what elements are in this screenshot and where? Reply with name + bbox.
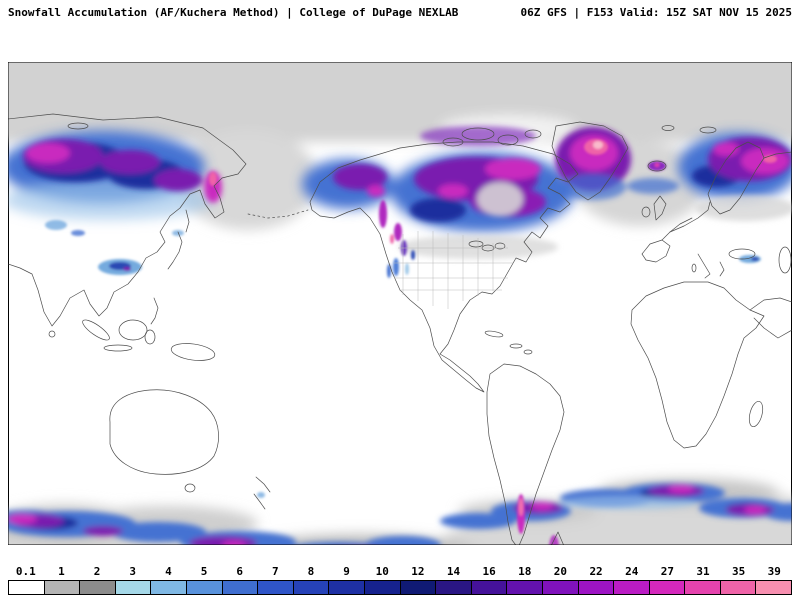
colorbar-segment xyxy=(151,581,187,594)
southern-band-colors xyxy=(8,483,792,545)
colorbar-label: 3 xyxy=(129,565,137,578)
colorbar-segment xyxy=(80,581,116,594)
colorbar-scale xyxy=(8,580,792,595)
colorbar-segment xyxy=(471,581,508,594)
state-borders xyxy=(394,231,513,309)
snow-cores xyxy=(23,126,792,259)
colorbar-segment xyxy=(115,581,152,594)
colorbar-segment xyxy=(685,581,721,594)
titlebar: Snowfall Accumulation (AF/Kuchera Method… xyxy=(8,6,792,19)
colorbar-segment xyxy=(44,581,81,594)
colorbar-segment xyxy=(186,581,223,594)
colorbar-label: 39 xyxy=(767,565,781,578)
product-title: Snowfall Accumulation (AF/Kuchera Method… xyxy=(8,6,459,19)
map-container xyxy=(8,62,792,545)
world-snowfall-map xyxy=(8,62,792,545)
colorbar-label: 2 xyxy=(93,565,101,578)
colorbar-labels: 0.1 1 2 3 4 5 6 7 8 9 10 12 14 16 18 20 22 24 27 31 35 39 xyxy=(8,565,792,580)
colorbar-label: 14 xyxy=(446,565,461,578)
colorbar-label: 6 xyxy=(236,565,243,578)
colorbar-label: 9 xyxy=(343,565,350,578)
colorbar-label: 4 xyxy=(165,565,172,578)
colorbar-label: 35 xyxy=(732,565,746,578)
colorbar-label: 18 xyxy=(518,565,532,578)
colorbar-label: 0.1 xyxy=(15,565,36,578)
colorbar-segment xyxy=(329,581,365,594)
colorbar-label: 24 xyxy=(625,565,639,578)
colorbar-segment xyxy=(578,581,615,594)
colorbar-label: 7 xyxy=(271,565,279,578)
colorbar-segment xyxy=(649,581,686,594)
colorbar-label: 12 xyxy=(411,565,425,578)
colorbar-label: 27 xyxy=(660,565,674,578)
colorbar-segment xyxy=(222,581,259,594)
colorbar-segment xyxy=(400,581,437,594)
colorbar-segment xyxy=(614,581,650,594)
colorbar-segment xyxy=(507,581,543,594)
colorbar-segment xyxy=(720,581,757,594)
colorbar-segment xyxy=(542,581,579,594)
colorbar-label: 5 xyxy=(200,565,208,578)
colorbar: 0.1 1 2 3 4 5 6 7 8 9 10 12 14 16 18 20 22 24 27 31 35 39 xyxy=(8,565,792,595)
colorbar-segment xyxy=(364,581,401,594)
colorbar-label: 20 xyxy=(553,565,568,578)
colorbar-segment xyxy=(258,581,294,594)
colorbar-segment xyxy=(293,581,330,594)
model-valid-title: 06Z GFS | F153 Valid: 15Z SAT NOV 15 202… xyxy=(520,6,792,19)
colorbar-segment xyxy=(9,581,45,594)
colorbar-label: 10 xyxy=(375,565,389,578)
colorbar-segment xyxy=(436,581,472,594)
colorbar-label: 1 xyxy=(58,565,65,578)
colorbar-label: 22 xyxy=(589,565,603,578)
colorbar-label: 16 xyxy=(482,565,496,578)
colorbar-label: 31 xyxy=(696,565,710,578)
snow-specks xyxy=(45,139,777,545)
colorbar-segment xyxy=(756,581,792,594)
colorbar-label: 8 xyxy=(307,565,315,578)
